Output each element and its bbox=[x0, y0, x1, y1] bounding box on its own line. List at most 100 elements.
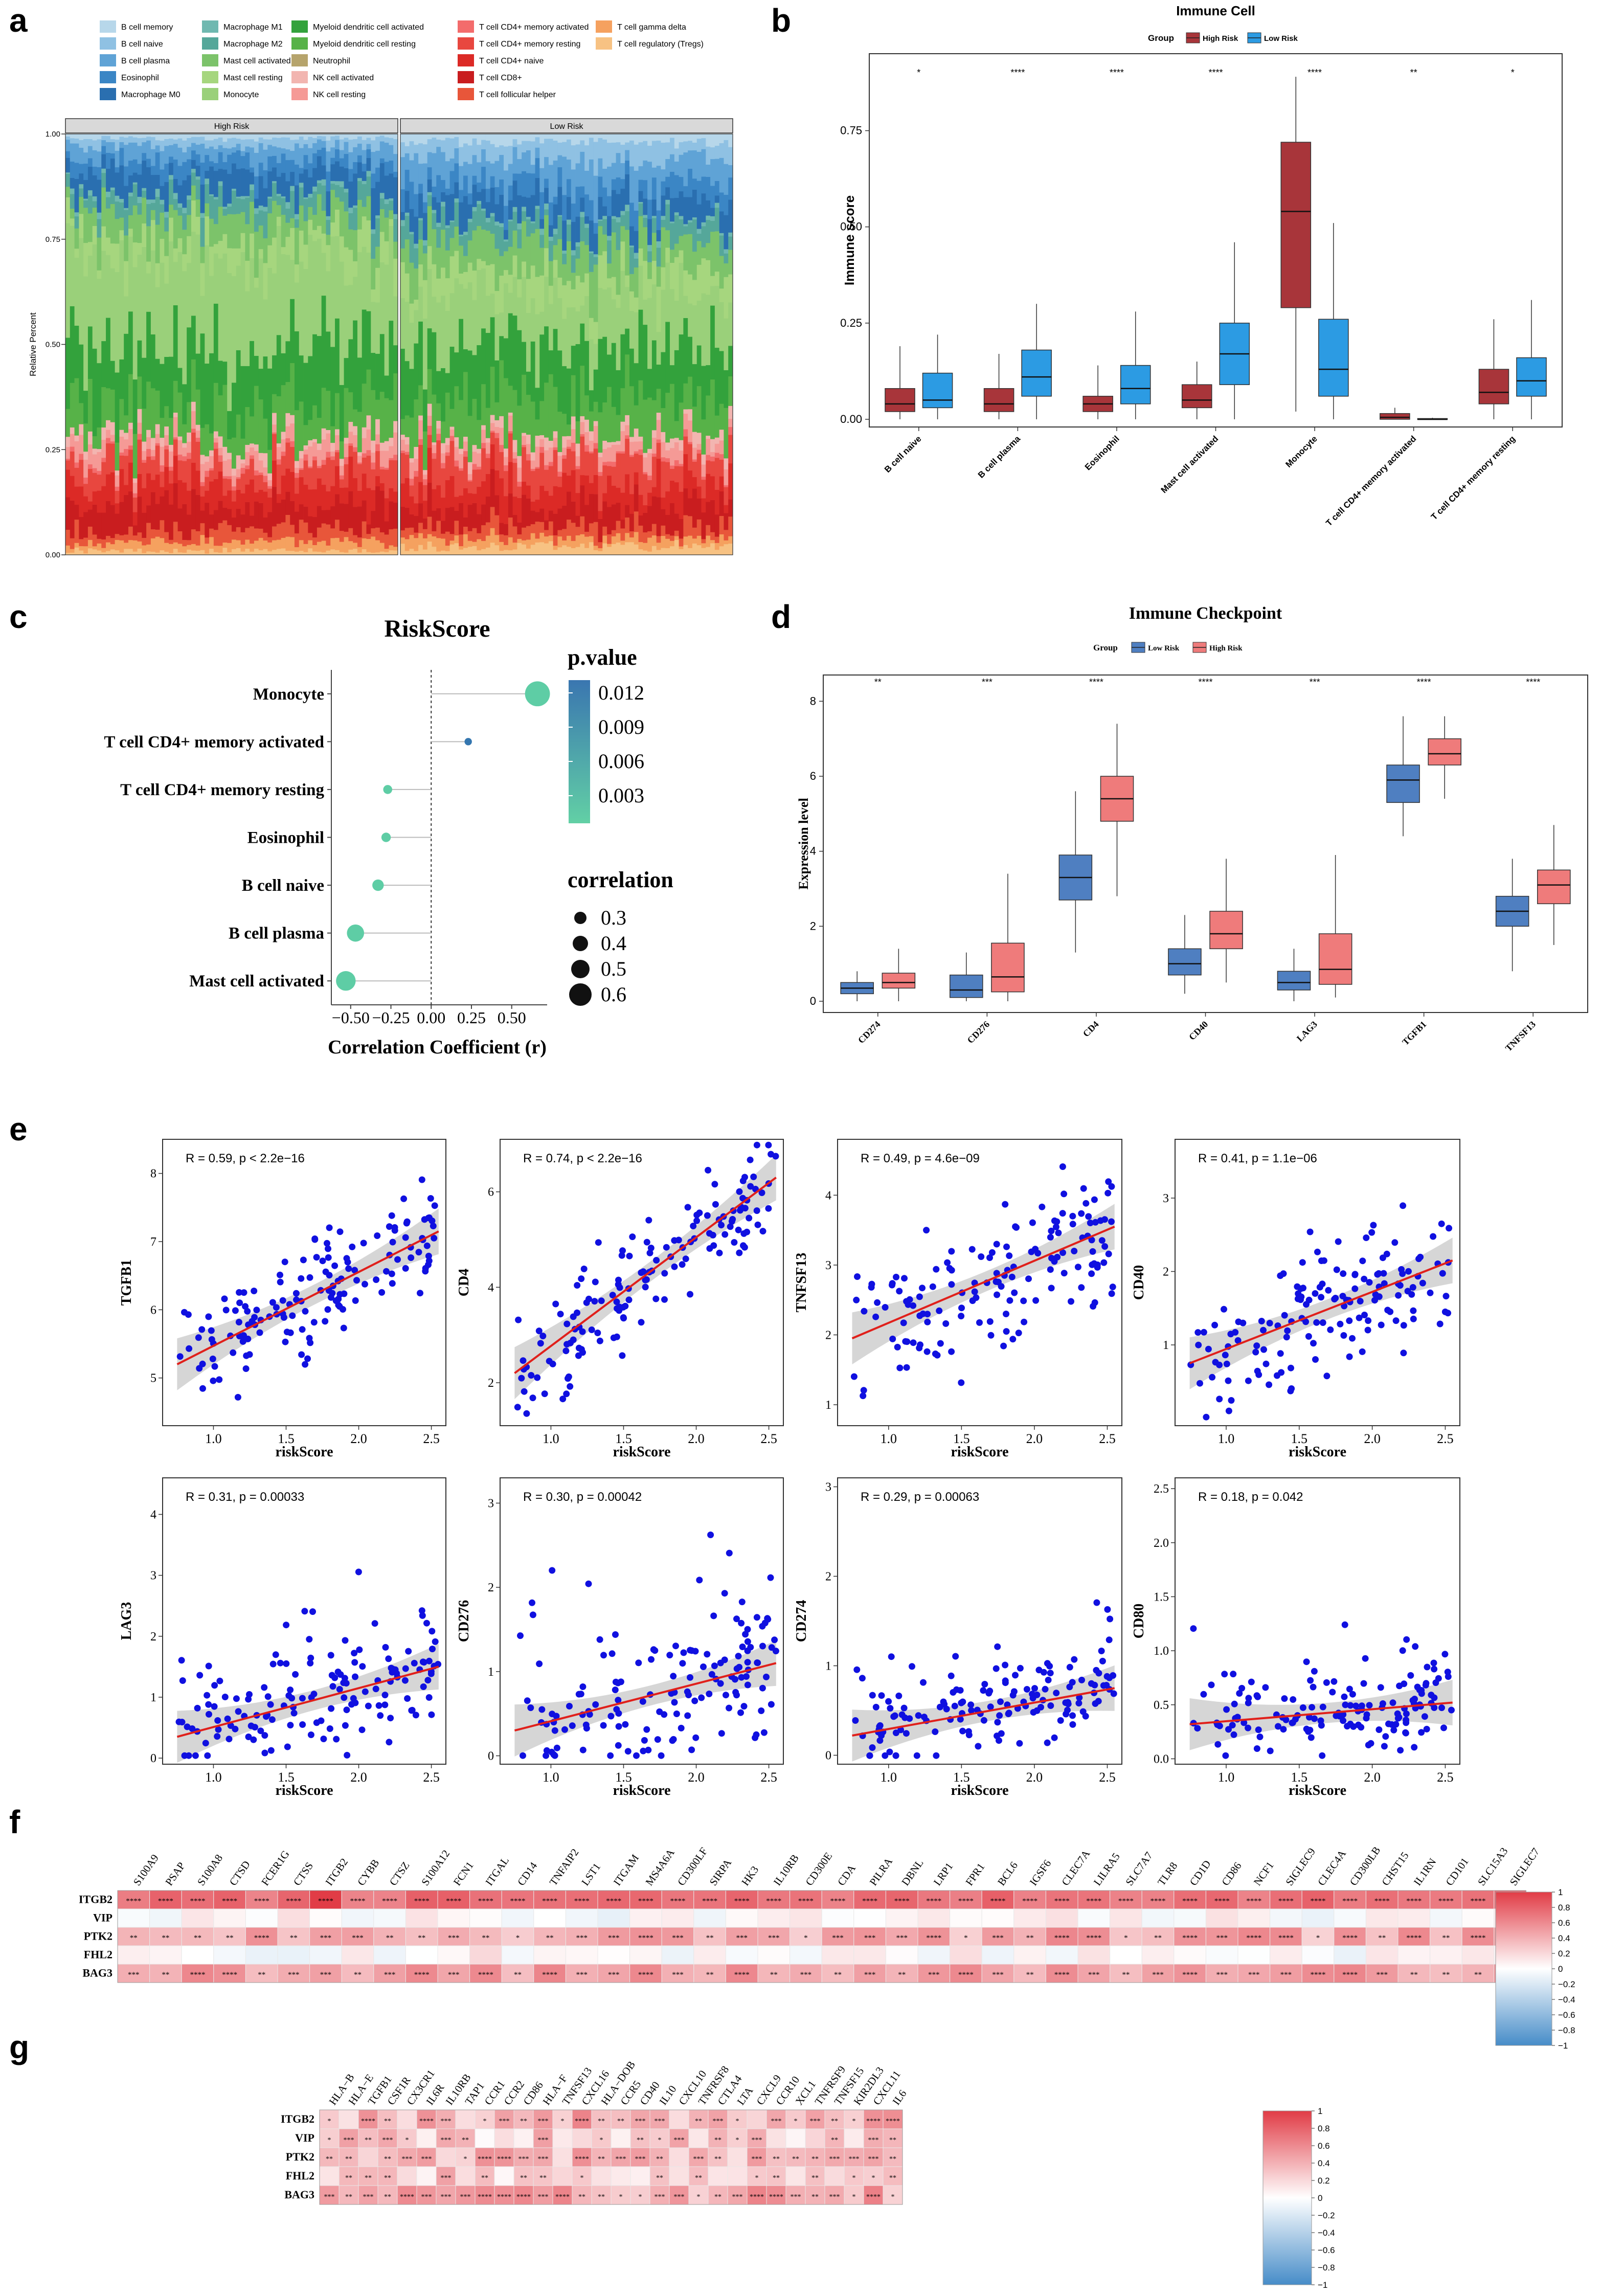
size-legend-label: 0.5 bbox=[601, 957, 626, 980]
x-tick-label: 2.5 bbox=[760, 1431, 777, 1446]
y-tick-label: 2.5 bbox=[1154, 1482, 1169, 1496]
stack-segment bbox=[544, 536, 549, 544]
stack-segment bbox=[357, 412, 363, 453]
stack-segment bbox=[222, 507, 228, 521]
stack-segment bbox=[409, 209, 414, 232]
data-point bbox=[1266, 1320, 1273, 1326]
stack-segment bbox=[272, 413, 277, 425]
data-point bbox=[244, 1308, 251, 1315]
stack-segment bbox=[427, 541, 432, 555]
y-tick-label: 0.5 bbox=[1154, 1699, 1169, 1712]
stack-segment bbox=[643, 134, 648, 141]
stack-segment bbox=[285, 550, 290, 555]
stack-segment bbox=[688, 336, 693, 377]
data-point bbox=[615, 1697, 622, 1704]
stack-segment bbox=[584, 432, 590, 445]
stack-segment bbox=[422, 134, 428, 145]
stack-segment bbox=[245, 196, 250, 198]
stack-segment bbox=[643, 472, 648, 475]
stack-segment bbox=[164, 139, 169, 146]
stack-segment bbox=[481, 541, 486, 549]
data-point bbox=[521, 1388, 528, 1395]
stack-segment bbox=[285, 160, 290, 182]
stack-segment bbox=[200, 143, 205, 163]
stack-segment bbox=[371, 462, 376, 469]
stack-segment bbox=[200, 246, 205, 263]
column-label: LST1 bbox=[579, 1861, 603, 1888]
stack-segment bbox=[160, 520, 165, 538]
stack-segment bbox=[724, 140, 729, 164]
stack-segment bbox=[348, 445, 353, 457]
stack-segment bbox=[683, 409, 688, 414]
stack-segment bbox=[150, 449, 156, 457]
stack-segment bbox=[567, 159, 572, 179]
stack-segment bbox=[119, 217, 124, 231]
stack-segment bbox=[472, 134, 477, 139]
data-point bbox=[658, 1752, 665, 1759]
stack-segment bbox=[490, 233, 495, 264]
stack-segment bbox=[602, 543, 607, 555]
stack-segment bbox=[634, 297, 639, 312]
data-point bbox=[678, 1724, 685, 1731]
stack-segment bbox=[548, 350, 554, 374]
stack-segment bbox=[567, 519, 572, 536]
stack-segment bbox=[250, 184, 255, 190]
stack-segment bbox=[79, 196, 84, 214]
stack-segment bbox=[553, 486, 558, 514]
stack-segment bbox=[670, 154, 675, 172]
stack-segment bbox=[205, 461, 210, 471]
stack-segment bbox=[692, 543, 697, 555]
data-point bbox=[1423, 1680, 1430, 1687]
stack-segment bbox=[522, 221, 527, 262]
stack-segment bbox=[656, 248, 661, 267]
stack-segment bbox=[290, 551, 295, 555]
legend-label: B cell plasma bbox=[121, 57, 170, 65]
data-point bbox=[579, 1746, 587, 1753]
data-point bbox=[987, 1703, 994, 1711]
stack-segment bbox=[366, 455, 371, 488]
stack-segment bbox=[714, 285, 720, 348]
stack-segment bbox=[517, 279, 522, 298]
stack-segment bbox=[418, 523, 423, 533]
stack-segment bbox=[375, 399, 380, 419]
data-point bbox=[670, 1673, 677, 1680]
stack-segment bbox=[312, 214, 318, 230]
stack-segment bbox=[169, 483, 174, 505]
stack-segment bbox=[101, 140, 106, 146]
data-point bbox=[527, 1704, 534, 1712]
stack-segment bbox=[494, 249, 500, 291]
data-point bbox=[993, 1270, 1000, 1277]
stack-segment bbox=[688, 409, 693, 421]
stat-label: R = 0.29, p = 0.00063 bbox=[861, 1490, 979, 1504]
stack-segment bbox=[321, 464, 326, 485]
stack-segment bbox=[191, 544, 196, 551]
stack-segment bbox=[187, 549, 192, 555]
stack-segment bbox=[418, 444, 423, 482]
stack-segment bbox=[643, 260, 648, 300]
data-point bbox=[1409, 1284, 1416, 1291]
stack-segment bbox=[312, 537, 318, 545]
stack-segment bbox=[692, 178, 697, 190]
stack-segment bbox=[375, 444, 380, 452]
stack-segment bbox=[656, 331, 661, 365]
stack-segment bbox=[200, 550, 205, 555]
stat-label: R = 0.59, p < 2.2e−16 bbox=[186, 1152, 305, 1165]
stack-segment bbox=[643, 227, 648, 261]
data-point bbox=[985, 1690, 993, 1697]
stack-segment bbox=[389, 145, 394, 161]
stack-segment bbox=[258, 258, 263, 369]
stack-segment bbox=[232, 138, 237, 148]
stack-segment bbox=[299, 183, 304, 188]
stack-segment bbox=[692, 251, 697, 280]
data-point bbox=[1442, 1293, 1450, 1300]
stack-segment bbox=[182, 424, 187, 443]
y-axis-label: TNFSF13 bbox=[794, 1253, 809, 1313]
data-point bbox=[299, 1326, 306, 1333]
stack-segment bbox=[299, 134, 304, 137]
stack-segment bbox=[436, 420, 441, 429]
stack-segment bbox=[638, 248, 643, 266]
stack-segment bbox=[449, 429, 455, 436]
stack-segment bbox=[522, 494, 527, 528]
stack-segment bbox=[281, 246, 286, 255]
stack-segment bbox=[218, 181, 223, 186]
